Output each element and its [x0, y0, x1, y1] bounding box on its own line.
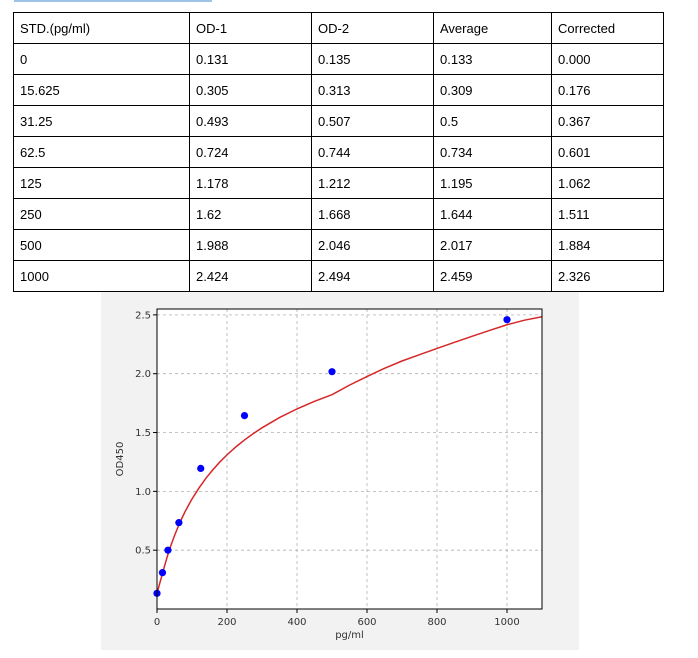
- table-cell: 15.625: [13, 74, 190, 106]
- table-cell: 1000: [13, 260, 190, 292]
- table-cell: 0.493: [189, 105, 312, 137]
- table-cell: 1.062: [551, 167, 664, 199]
- table-row: 31.25 0.493 0.507 0.5 0.367: [13, 105, 664, 137]
- table-cell: 0.5: [433, 105, 552, 137]
- data-point: [503, 316, 511, 324]
- data-point: [197, 464, 205, 473]
- x-tick-label: 200: [217, 617, 236, 628]
- table-row: 62.5 0.724 0.744 0.734 0.601: [13, 136, 664, 168]
- table-cell: 0.133: [433, 43, 552, 75]
- table-cell: 1.884: [551, 229, 664, 261]
- table-cell: 0.131: [189, 43, 312, 75]
- data-point: [158, 569, 167, 577]
- table-cell: 0.734: [433, 136, 552, 168]
- table-cell: 62.5: [13, 136, 190, 168]
- table-cell: 2.459: [433, 260, 552, 292]
- table-cell: 0.313: [311, 74, 434, 106]
- table-row: 500 1.988 2.046 2.017 1.884: [13, 229, 664, 261]
- table-cell: 0.367: [551, 105, 664, 137]
- table-row: 0 0.131 0.135 0.133 0.000: [13, 43, 664, 75]
- table-cell: 0.724: [189, 136, 312, 168]
- x-axis-label: pg/ml: [335, 630, 364, 641]
- table-cell: 125: [13, 167, 190, 199]
- y-tick-label: 1.0: [135, 487, 151, 498]
- y-tick-label: 2.5: [135, 310, 151, 321]
- column-header: STD.(pg/ml): [13, 12, 190, 44]
- table-cell: 31.25: [13, 105, 190, 137]
- standard-curve-table: STD.(pg/ml) OD-1 OD-2 Average Corrected 0 0.13…: [13, 12, 664, 292]
- table-cell: 0.744: [311, 136, 434, 168]
- fit-curve-line: [156, 316, 543, 594]
- y-tick-label: 1.5: [135, 428, 151, 439]
- table-row: 250 1.62 1.668 1.644 1.511: [13, 198, 664, 230]
- top-rule: [14, 0, 212, 2]
- table-cell: 1.644: [433, 198, 552, 230]
- table-cell: 1.668: [311, 198, 434, 230]
- x-tick-label: 400: [287, 617, 306, 628]
- x-tick-label: 0: [154, 617, 160, 628]
- y-axis-label: OD450: [115, 442, 126, 477]
- table-cell: 1.212: [311, 167, 434, 199]
- table-cell: 1.178: [189, 167, 312, 199]
- x-tick-label: 600: [357, 617, 376, 628]
- table-row: 15.625 0.305 0.313 0.309 0.176: [13, 74, 664, 106]
- plot-area: [157, 309, 542, 609]
- data-point: [328, 368, 336, 376]
- table-cell: 0.135: [311, 43, 434, 75]
- table-cell: 2.494: [311, 260, 434, 292]
- table-cell: 250: [13, 198, 190, 230]
- column-header: OD-2: [311, 12, 434, 44]
- table-cell: 500: [13, 229, 190, 261]
- table-row: 125 1.178 1.212 1.195 1.062: [13, 167, 664, 199]
- table-cell: 0.176: [551, 74, 664, 106]
- table-cell: 0.000: [551, 43, 664, 75]
- table-cell: 0.507: [311, 105, 434, 137]
- table-row: 1000 2.424 2.494 2.459 2.326: [13, 260, 664, 292]
- x-tick-label: 1000: [494, 617, 519, 628]
- standard-curve-chart: 0 200 400 600 800 1000 0.5 1.0 1.5 2.0 2.5 pg/ml OD4…: [115, 308, 543, 641]
- table-cell: 0.601: [551, 136, 664, 168]
- table-cell: 2.424: [189, 260, 312, 292]
- table-cell: 0.305: [189, 74, 312, 106]
- table-cell: 2.017: [433, 229, 552, 261]
- table-cell: 2.326: [551, 260, 664, 292]
- table-cell: 2.046: [311, 229, 434, 261]
- table-cell: 1.511: [551, 198, 664, 230]
- axes-frame: [156, 308, 543, 610]
- table-header-row: STD.(pg/ml) OD-1 OD-2 Average Corrected: [13, 12, 664, 44]
- x-tick-label: 800: [427, 617, 446, 628]
- table-cell: 1.988: [189, 229, 312, 261]
- y-tick-label: 0.5: [135, 546, 151, 557]
- data-point: [240, 411, 249, 420]
- y-tick-label: 2.0: [135, 369, 151, 380]
- table-cell: 0: [13, 43, 190, 75]
- data-point: [175, 519, 183, 527]
- column-header: Corrected: [551, 12, 664, 44]
- column-header: OD-1: [189, 12, 312, 44]
- column-header: Average: [433, 12, 552, 44]
- data-point: [164, 546, 172, 554]
- table-cell: 1.195: [433, 167, 552, 199]
- table-cell: 1.62: [189, 198, 312, 230]
- plot-panel: 0 200 400 600 800 1000 0.5 1.0 1.5 2.0 2.5 pg/ml OD4…: [101, 292, 579, 650]
- table-cell: 0.309: [433, 74, 552, 106]
